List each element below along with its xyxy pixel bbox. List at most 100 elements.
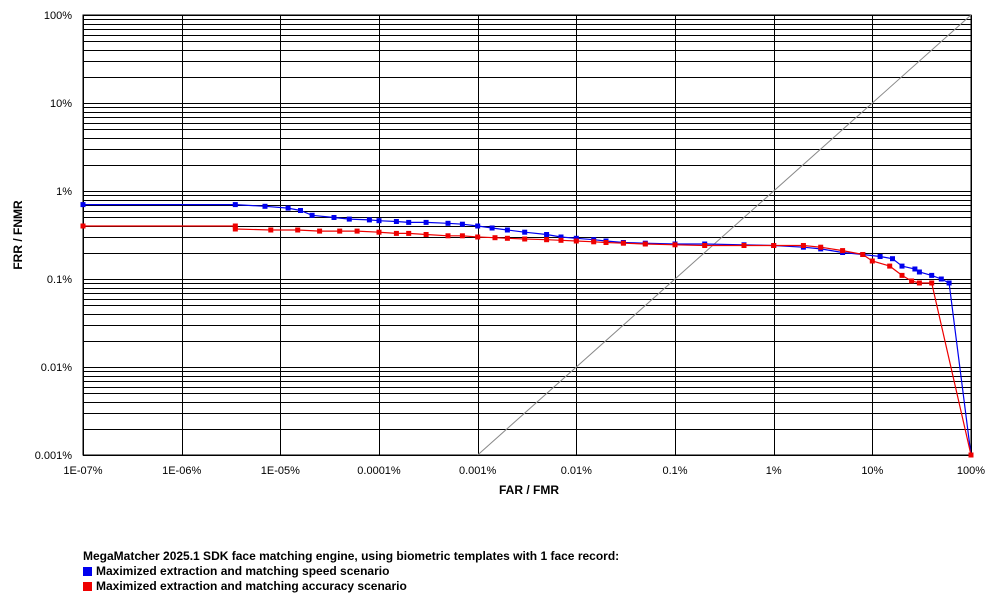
data-point <box>909 278 915 284</box>
data-point <box>331 215 337 220</box>
x-tick-label: 1E-07% <box>63 465 102 477</box>
y-tick-label: 0.001% <box>35 450 73 462</box>
data-point <box>860 252 866 257</box>
grid <box>82 14 972 456</box>
series-line <box>83 225 972 456</box>
y-tick-label: 100% <box>44 10 72 22</box>
x-tick-label: 10% <box>861 465 883 477</box>
series-1 <box>80 223 974 458</box>
data-point <box>232 202 238 208</box>
data-point <box>423 219 429 225</box>
data-point <box>262 203 268 209</box>
data-point <box>475 223 481 229</box>
x-tick-labels: 1E-07% 1E-06% 1E-05% 0.0001% 0.001% 0.01% 0.1%… <box>63 465 985 477</box>
data-point <box>968 452 974 458</box>
data-point <box>558 234 564 240</box>
legend-title: MegaMatcher 2025.1 SDK face matching eng… <box>83 549 620 563</box>
data-point <box>346 216 352 222</box>
data-point <box>445 233 451 239</box>
y-tick-labels: 100% 10% 1% 0.1% 0.01% 0.001% <box>35 10 73 462</box>
legend-label-speed: Maximized extraction and matching speed … <box>96 564 390 578</box>
data-point <box>877 254 883 259</box>
data-point <box>840 248 846 254</box>
data-point <box>285 205 291 211</box>
legend-swatch-blue <box>83 567 92 576</box>
plot-frame <box>82 14 972 456</box>
data-point <box>672 242 678 248</box>
data-point <box>80 202 86 208</box>
data-point <box>642 241 648 247</box>
legend-item-speed: Maximized extraction and matching speed … <box>83 564 619 579</box>
x-tick-label: 0.1% <box>662 465 687 477</box>
data-point <box>406 230 412 236</box>
legend-swatch-red <box>83 582 92 591</box>
data-point <box>366 217 372 223</box>
data-point <box>929 280 935 286</box>
data-point <box>423 232 429 237</box>
legend: MegaMatcher 2025.1 SDK face matching eng… <box>83 549 619 594</box>
data-point <box>869 258 875 264</box>
series-lines <box>80 202 974 458</box>
data-point <box>522 229 528 235</box>
data-point <box>573 238 579 244</box>
data-point <box>337 228 343 234</box>
legend-label-accuracy: Maximized extraction and matching accura… <box>96 579 407 593</box>
y-tick-label: 10% <box>50 98 72 110</box>
data-point <box>591 239 597 245</box>
equal-error-diagonal <box>477 14 972 456</box>
data-point <box>406 219 412 225</box>
data-point <box>393 219 399 224</box>
data-point <box>916 280 922 286</box>
x-tick-label: 100% <box>957 465 985 477</box>
y-tick-label: 1% <box>56 186 72 198</box>
data-point <box>492 235 498 241</box>
data-point <box>298 208 303 213</box>
data-point <box>887 263 893 269</box>
data-point <box>504 235 510 241</box>
data-point <box>946 280 952 286</box>
data-point <box>393 230 399 236</box>
x-axis-title: FAR / FMR <box>499 483 559 497</box>
data-point <box>232 223 238 229</box>
data-point <box>376 229 382 235</box>
data-point <box>800 243 806 248</box>
data-point <box>741 243 747 248</box>
x-tick-label: 1E-05% <box>261 465 300 477</box>
data-point <box>573 235 579 241</box>
legend-item-accuracy: Maximized extraction and matching accura… <box>83 579 619 594</box>
data-point <box>603 240 609 245</box>
data-point <box>916 269 922 275</box>
data-point <box>818 244 824 250</box>
data-point <box>80 223 86 229</box>
data-point <box>899 263 905 269</box>
data-point <box>522 236 528 242</box>
data-point <box>558 237 564 243</box>
data-point <box>544 232 550 237</box>
data-point <box>354 228 360 234</box>
y-axis-title: FRR / FNMR <box>11 200 25 270</box>
x-tick-label: 0.01% <box>561 465 592 477</box>
data-point <box>445 220 451 226</box>
det-chart: 1E-07% 1E-06% 1E-05% 0.0001% 0.001% 0.01% 0.1%… <box>11 10 985 497</box>
data-point <box>459 221 465 227</box>
eer-line <box>477 14 972 456</box>
data-point <box>929 272 935 278</box>
data-point <box>489 225 495 231</box>
data-point <box>376 218 382 224</box>
x-tick-label: 1% <box>766 465 782 477</box>
data-point <box>890 256 895 262</box>
y-tick-label: 0.1% <box>47 274 72 286</box>
x-tick-label: 0.001% <box>459 465 497 477</box>
data-point <box>702 243 708 248</box>
data-point <box>899 272 905 278</box>
data-point <box>771 243 777 248</box>
data-point <box>544 237 550 243</box>
data-point <box>232 226 238 232</box>
data-point <box>938 276 944 282</box>
y-tick-label: 0.01% <box>41 362 72 374</box>
data-point <box>295 227 301 233</box>
data-point <box>912 266 918 272</box>
data-point <box>620 240 626 246</box>
data-point <box>268 227 274 233</box>
data-point <box>459 233 465 239</box>
